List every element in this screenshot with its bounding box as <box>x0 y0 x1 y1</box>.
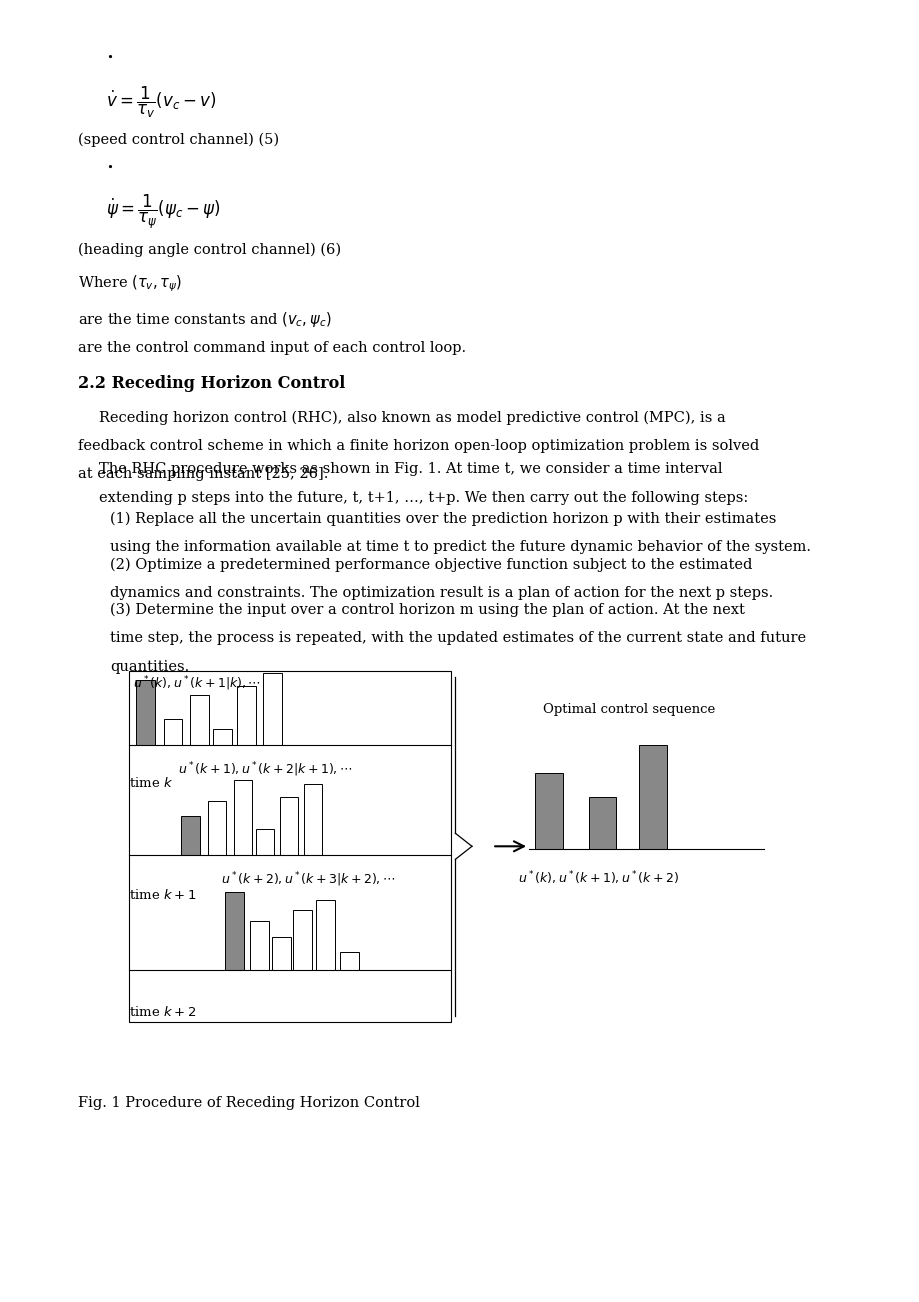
Text: time $k+1$: time $k+1$ <box>129 888 196 902</box>
Text: using the information available at time t to predict the future dynamic behavior: using the information available at time … <box>110 540 811 555</box>
Text: dynamics and constraints. The optimization result is a plan of action for the ne: dynamics and constraints. The optimizati… <box>110 586 773 600</box>
Text: at each sampling instant [25, 26].: at each sampling instant [25, 26]. <box>78 467 328 482</box>
Text: (1) Replace all the uncertain quantities over the prediction horizon p with thei: (1) Replace all the uncertain quantities… <box>110 512 776 526</box>
Text: Receding horizon control (RHC), also known as model predictive control (MPC), is: Receding horizon control (RHC), also kno… <box>99 410 725 424</box>
Text: time step, the process is repeated, with the updated estimates of the current st: time step, the process is repeated, with… <box>110 631 806 646</box>
Text: $\dot{\psi} = \dfrac{1}{\tau_\psi}(\psi_c - \psi)$: $\dot{\psi} = \dfrac{1}{\tau_\psi}(\psi_… <box>106 193 220 230</box>
Bar <box>535 773 562 849</box>
Bar <box>303 784 322 855</box>
Text: are the control command input of each control loop.: are the control command input of each co… <box>78 341 466 355</box>
Bar <box>190 695 209 745</box>
Bar <box>213 729 232 745</box>
Text: $\dot{v} = \dfrac{1}{\tau_v}(v_c - v)$: $\dot{v} = \dfrac{1}{\tau_v}(v_c - v)$ <box>106 85 216 120</box>
Text: $\bullet$: $\bullet$ <box>106 161 113 172</box>
Text: (speed control channel) (5): (speed control channel) (5) <box>78 133 279 147</box>
Text: (heading angle control channel) (6): (heading angle control channel) (6) <box>78 242 341 256</box>
Bar <box>237 686 255 745</box>
Text: $u^*(k),u^*(k+1|k),\cdots$: $u^*(k),u^*(k+1|k),\cdots$ <box>133 674 261 693</box>
Text: (3) Determine the input over a control horizon m using the plan of action. At th: (3) Determine the input over a control h… <box>110 603 744 617</box>
Text: Fig. 1 Procedure of Receding Horizon Control: Fig. 1 Procedure of Receding Horizon Con… <box>78 1096 420 1111</box>
Bar <box>340 952 358 970</box>
Text: $u^*(k+2),u^*(k+3|k+2),\cdots$: $u^*(k+2),u^*(k+3|k+2),\cdots$ <box>221 871 395 889</box>
Text: Optimal control sequence: Optimal control sequence <box>542 703 714 716</box>
Text: time $k+2$: time $k+2$ <box>129 1005 196 1019</box>
Bar <box>208 801 226 855</box>
Bar <box>316 900 335 970</box>
Bar <box>181 816 199 855</box>
Text: The RHC procedure works as shown in Fig. 1. At time t, we consider a time interv: The RHC procedure works as shown in Fig.… <box>99 462 722 477</box>
Bar <box>272 937 290 970</box>
Text: $\bullet$: $\bullet$ <box>106 51 113 61</box>
Bar <box>129 671 450 1022</box>
Text: (2) Optimize a predetermined performance objective function subject to the estim: (2) Optimize a predetermined performance… <box>110 557 752 572</box>
Text: Where $(\tau_v, \tau_\psi)$: Where $(\tau_v, \tau_\psi)$ <box>78 273 182 294</box>
Text: 2.2 Receding Horizon Control: 2.2 Receding Horizon Control <box>78 375 345 392</box>
Text: extending p steps into the future, t, t+1, …, t+p. We then carry out the followi: extending p steps into the future, t, t+… <box>99 491 748 505</box>
Bar <box>164 719 182 745</box>
Bar <box>263 673 281 745</box>
Text: $u^*(k+1),u^*(k+2|k+1),\cdots$: $u^*(k+1),u^*(k+2|k+1),\cdots$ <box>177 760 352 779</box>
Bar <box>293 910 312 970</box>
Bar <box>255 829 274 855</box>
Bar <box>588 797 616 849</box>
Bar <box>136 680 154 745</box>
Bar <box>225 892 244 970</box>
Text: time $k$: time $k$ <box>129 776 173 790</box>
Bar <box>233 780 252 855</box>
Bar <box>279 797 298 855</box>
Bar <box>250 921 268 970</box>
Bar <box>639 745 666 849</box>
Text: are the time constants and $(v_c, \psi_c)$: are the time constants and $(v_c, \psi_c… <box>78 310 332 329</box>
Text: $u^*(k),u^*(k+1),u^*(k+2)$: $u^*(k),u^*(k+1),u^*(k+2)$ <box>517 870 678 888</box>
Text: feedback control scheme in which a finite horizon open-loop optimization problem: feedback control scheme in which a finit… <box>78 439 758 453</box>
Text: quantities.: quantities. <box>110 660 189 674</box>
